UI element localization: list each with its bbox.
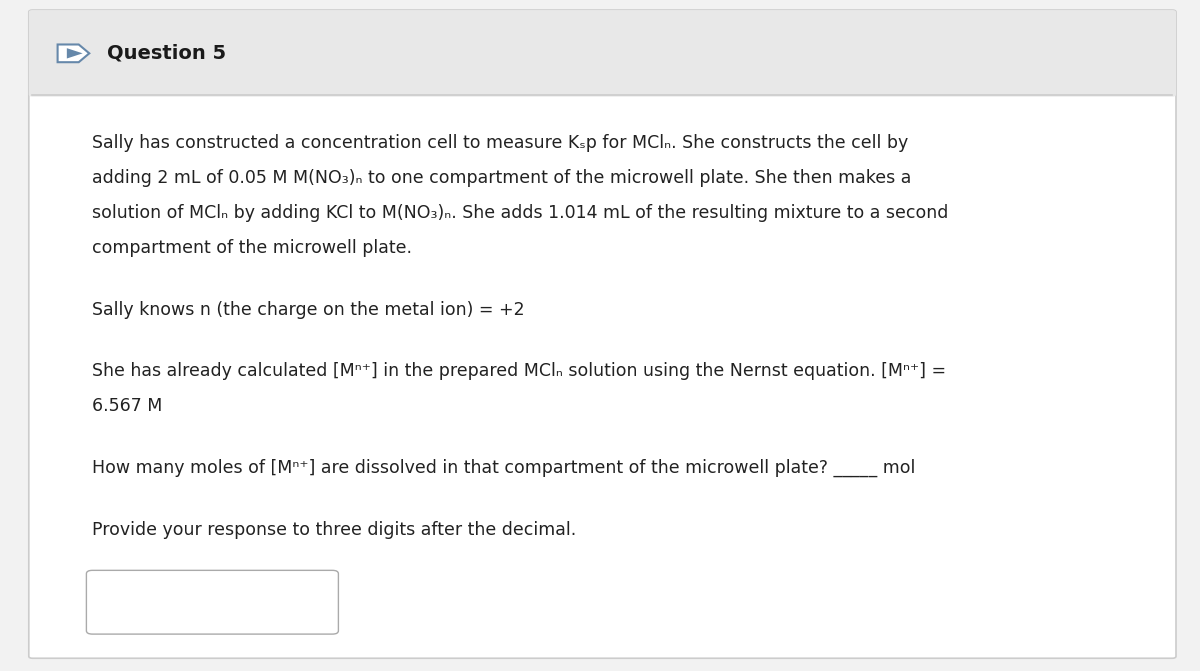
FancyBboxPatch shape xyxy=(29,10,1176,658)
Text: She has already calculated [Mⁿ⁺] in the prepared MClₙ solution using the Nernst : She has already calculated [Mⁿ⁺] in the … xyxy=(92,362,947,380)
Text: adding 2 mL of 0.05 M M(NO₃)ₙ to one compartment of the microwell plate. She the: adding 2 mL of 0.05 M M(NO₃)ₙ to one com… xyxy=(92,169,912,187)
FancyBboxPatch shape xyxy=(86,570,338,634)
Text: Question 5: Question 5 xyxy=(107,44,226,63)
Text: Provide your response to three digits after the decimal.: Provide your response to three digits af… xyxy=(92,521,577,539)
Polygon shape xyxy=(58,44,89,62)
FancyBboxPatch shape xyxy=(29,10,1176,97)
Text: Sally has constructed a concentration cell to measure Kₛp for MClₙ. She construc: Sally has constructed a concentration ce… xyxy=(92,134,908,152)
Text: How many moles of [Mⁿ⁺] are dissolved in that compartment of the microwell plate: How many moles of [Mⁿ⁺] are dissolved in… xyxy=(92,459,916,477)
Text: Sally knows n (the charge on the metal ion) = +2: Sally knows n (the charge on the metal i… xyxy=(92,301,526,319)
Text: solution of MClₙ by adding KCl to M(NO₃)ₙ. She adds 1.014 mL of the resulting mi: solution of MClₙ by adding KCl to M(NO₃)… xyxy=(92,204,949,222)
Text: compartment of the microwell plate.: compartment of the microwell plate. xyxy=(92,239,413,257)
Text: 6.567 M: 6.567 M xyxy=(92,397,163,415)
Polygon shape xyxy=(67,48,83,58)
